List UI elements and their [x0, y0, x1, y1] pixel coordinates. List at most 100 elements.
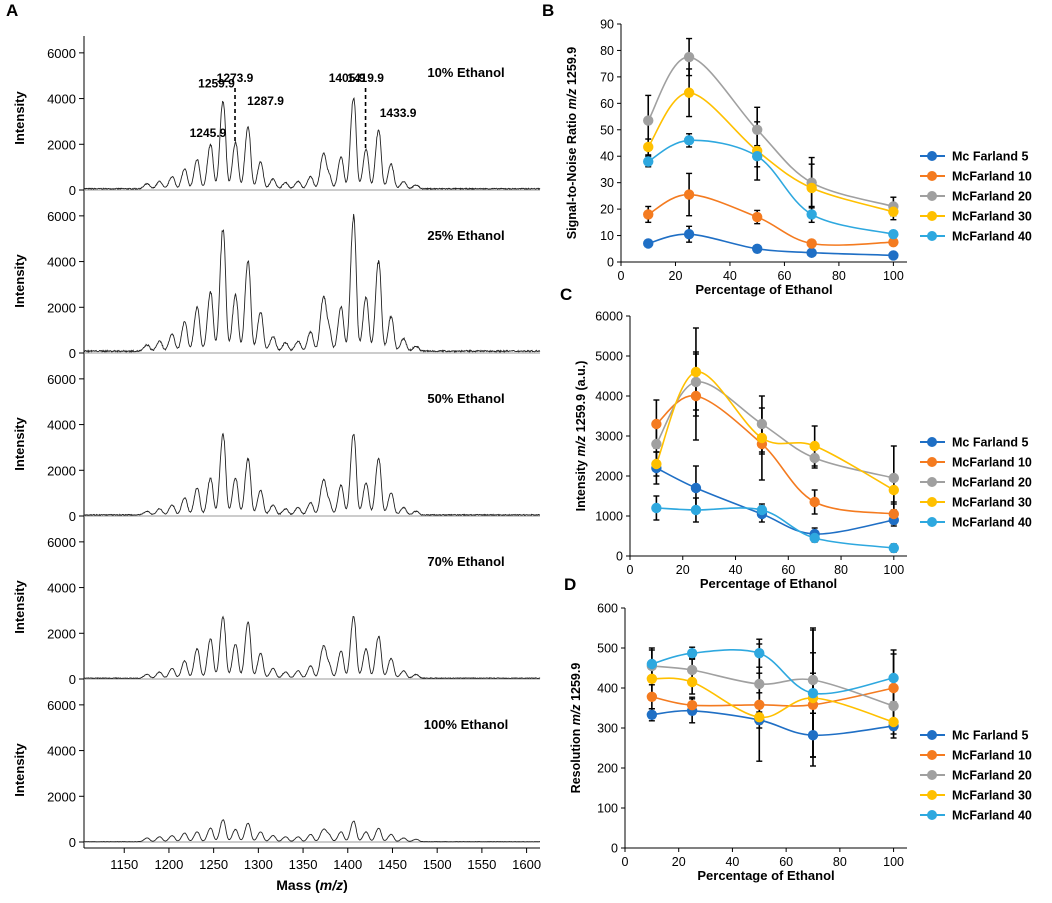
data-point: [807, 730, 819, 741]
data-point: [751, 124, 763, 135]
data-point: [806, 238, 817, 249]
data-point: [643, 238, 654, 249]
x-tick-label: 40: [723, 269, 737, 283]
legend-swatch-marker: [927, 517, 937, 527]
data-point: [888, 542, 900, 554]
legend-swatch-marker: [927, 151, 937, 161]
y-tick-label: 0: [69, 672, 76, 687]
data-point: [646, 691, 658, 702]
y-axis-label: Intensity: [12, 91, 27, 145]
y-tick-label: 0: [616, 550, 623, 564]
y-tick-label: 0: [69, 183, 76, 198]
y-tick-label: 5000: [595, 350, 623, 364]
data-point: [888, 206, 899, 217]
legend-label: Mc Farland 5: [952, 150, 1028, 164]
data-point: [754, 699, 765, 710]
data-point: [888, 250, 899, 261]
y-axis-label: Signal-to-Noise Ratio m/z 1259.9: [565, 47, 579, 239]
y-tick-label: 0: [611, 842, 618, 856]
x-tick-label: 80: [832, 269, 846, 283]
panel-letter-a: A: [6, 1, 18, 20]
data-point: [807, 674, 819, 686]
y-tick-label: 400: [597, 682, 618, 696]
y-tick-label: 300: [597, 722, 618, 736]
panel-b-snr-chart: 0 10 20 30 40 50 60 70 80 90 0 20 40 60 80 100 Percentag…: [565, 18, 1032, 298]
data-point: [756, 504, 768, 516]
legend-swatch-marker: [927, 437, 937, 447]
data-point: [651, 458, 662, 470]
data-point: [806, 182, 817, 194]
data-point: [809, 440, 820, 452]
data-point: [809, 496, 820, 508]
data-point: [809, 452, 820, 464]
y-tick-label: 10: [600, 229, 614, 243]
x-tick-label: 1250: [199, 857, 228, 872]
x-tick-label: 20: [669, 269, 683, 283]
x-tick-label: 0: [618, 269, 625, 283]
legend-label: McFarland 30: [952, 789, 1032, 803]
spectrum-trace: [83, 213, 541, 354]
data-point: [651, 502, 662, 514]
y-tick-label: 30: [600, 176, 614, 190]
y-tick-label: 0: [69, 835, 76, 850]
data-point: [651, 418, 662, 430]
x-tick-label: 1600: [512, 857, 541, 872]
legend-label: McFarland 10: [952, 749, 1032, 763]
data-point: [646, 658, 658, 670]
data-point: [807, 688, 819, 699]
spectrum-label: 10% Ethanol: [427, 65, 504, 80]
x-tick-label: 100: [883, 855, 904, 869]
data-point: [683, 87, 695, 98]
series-line: [647, 56, 894, 208]
legend-label: McFarland 10: [952, 170, 1032, 184]
data-point: [888, 716, 899, 728]
peak-label: 1433.9: [380, 106, 417, 120]
y-tick-label: 1000: [595, 510, 623, 524]
y-tick-label: 2000: [47, 789, 76, 804]
y-tick-label: 20: [600, 203, 614, 217]
x-tick-label: 1150: [110, 857, 138, 872]
legend-swatch-marker: [927, 231, 937, 241]
legend-swatch-marker: [927, 810, 937, 820]
legend-label: McFarland 40: [952, 809, 1032, 823]
data-point: [686, 700, 698, 711]
data-point: [651, 438, 662, 450]
data-point: [888, 236, 899, 248]
y-tick-label: 4000: [47, 418, 76, 433]
data-point: [643, 209, 654, 220]
data-point: [686, 676, 698, 688]
legend-label: McFarland 30: [952, 496, 1032, 510]
legend-swatch-marker: [927, 497, 937, 507]
y-tick-label: 60: [600, 97, 614, 111]
peak-label: 1419.9: [347, 71, 384, 85]
y-tick-label: 4000: [47, 581, 76, 596]
x-axis-label: Percentage of Ethanol: [695, 282, 832, 297]
x-tick-label: 80: [833, 855, 847, 869]
data-point: [646, 673, 658, 684]
x-tick-label: 20: [672, 855, 686, 869]
panel-letter-d: D: [564, 575, 576, 594]
y-axis-label: Resolution m/z 1259.9: [569, 663, 583, 794]
legend-label: Mc Farland 5: [952, 436, 1028, 450]
x-tick-label: 100: [883, 563, 904, 577]
x-axis-label: Percentage of Ethanol: [700, 576, 837, 591]
peak-label: 1245.9: [190, 126, 227, 140]
data-point: [754, 712, 765, 723]
spectrum-trace: [83, 97, 541, 191]
peak-label: 1405.9: [329, 71, 366, 85]
data-point: [756, 432, 768, 444]
x-tick-label: 100: [883, 269, 904, 283]
x-tick-label: 0: [622, 855, 629, 869]
spectrum-trace: [83, 432, 540, 517]
y-tick-label: 600: [597, 602, 618, 616]
spectrum-label: 25% Ethanol: [427, 228, 504, 243]
x-tick-label: 80: [834, 563, 848, 577]
y-tick-label: 6000: [47, 209, 76, 224]
data-point: [888, 472, 900, 484]
data-point: [690, 376, 702, 388]
peak-label: 1287.9: [247, 94, 284, 108]
legend-swatch-marker: [927, 171, 937, 181]
legend-label: McFarland 20: [952, 476, 1032, 490]
y-tick-label: 40: [600, 150, 614, 164]
